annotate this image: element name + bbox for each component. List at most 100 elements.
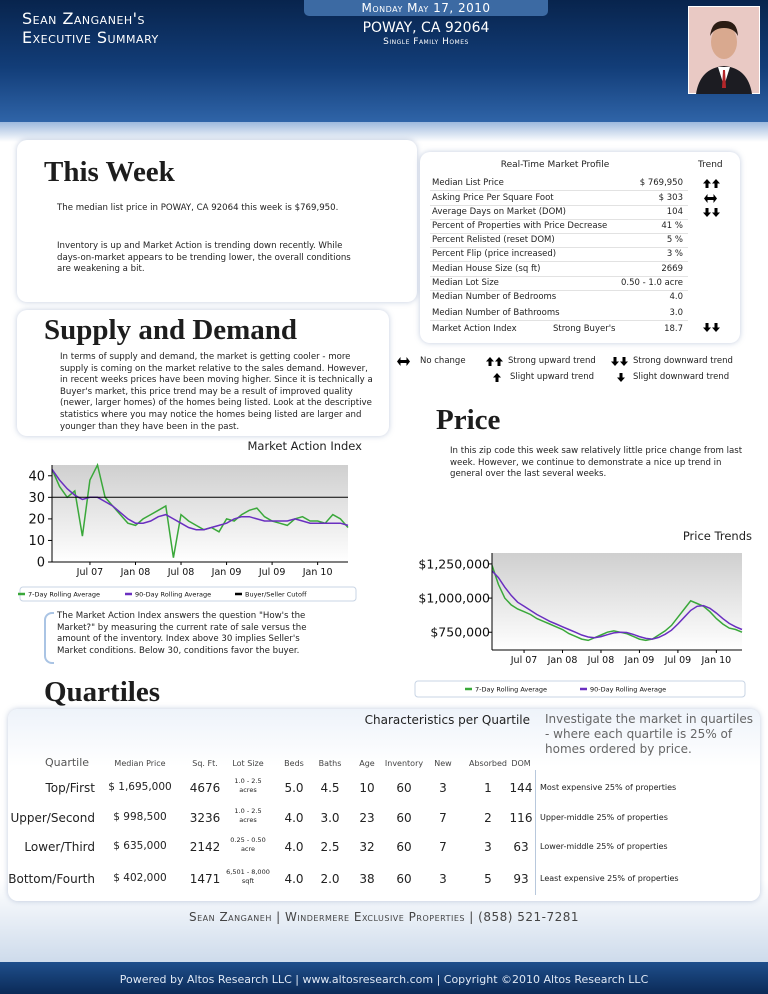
- quartile-chart-title: Characteristics per Quartile: [364, 713, 530, 727]
- footer-powered: Powered by Altos Research LLC | www.alto…: [119, 973, 649, 986]
- quartile-description: Least expensive 25% of properties: [540, 874, 679, 883]
- column-header: Baths: [318, 759, 342, 768]
- column-header: Age: [359, 759, 375, 768]
- paragraph: In terms of supply and demand, the marke…: [60, 352, 373, 432]
- profile-label: Median Number of Bathrooms: [432, 308, 560, 318]
- column-header: Inventory: [384, 759, 424, 768]
- column-header: Quartile: [44, 756, 90, 769]
- row-rule: [430, 219, 688, 220]
- profile-value: 104: [666, 207, 683, 217]
- quartile-cell: 144: [509, 781, 533, 795]
- quartile-cell: 32: [359, 840, 375, 854]
- y-tick-label: 10: [28, 534, 45, 549]
- quartile-cell: 60: [396, 872, 412, 886]
- lot-size: 1.0 - 2.5 acres: [234, 777, 262, 794]
- x-tick-label: Jan 08: [547, 655, 578, 666]
- quartile-cell: 2142: [189, 840, 221, 854]
- quartile-description: Most expensive 25% of properties: [540, 783, 677, 792]
- row-rule: [430, 233, 688, 234]
- series-line: [51, 468, 349, 531]
- quartile-cell: 1471: [189, 872, 221, 886]
- quartile-cell: 4.5: [320, 781, 340, 795]
- plot-background: [52, 465, 348, 562]
- profile-title: Real-Time Market Profile: [500, 160, 610, 170]
- legend-label: 90-Day Rolling Average: [590, 686, 666, 694]
- quartile-cell: 4.0: [284, 811, 304, 825]
- x-tick-label: Jul 08: [587, 655, 615, 666]
- x-tick-label: Jul 07: [510, 655, 538, 666]
- quartile-cell: 3: [439, 781, 447, 795]
- lot-size: 6,501 - 8,000 sqft: [226, 868, 270, 885]
- profile-value: 3.0: [669, 308, 683, 318]
- quartile-cell: 3236: [189, 811, 221, 825]
- quartile-cell: 3.0: [320, 811, 340, 825]
- trend-legend: No change: [420, 356, 466, 366]
- header-date: Monday May 17, 2010: [361, 1, 491, 15]
- quartiles-panel: [8, 709, 760, 901]
- profile-value: 4.0: [669, 292, 683, 302]
- quartile-cell: 60: [396, 781, 412, 795]
- x-tick-label: Jul 09: [664, 655, 692, 666]
- row-rule: [430, 261, 688, 262]
- agent-photo: [688, 6, 760, 94]
- y-tick-label: 0: [37, 556, 45, 571]
- brace: [44, 612, 54, 664]
- legend-label: 7-Day Rolling Average: [28, 591, 100, 599]
- quartile-cell: 7: [439, 840, 447, 854]
- quartile-cell: 116: [509, 811, 533, 825]
- quartile-cell: $ 1,695,000: [108, 781, 172, 793]
- profile-label: Asking Price Per Square Foot: [432, 193, 554, 203]
- y-tick-label: 30: [28, 491, 45, 506]
- legend-label: Buyer/Seller Cutoff: [245, 591, 307, 599]
- section-title: Quartiles: [44, 676, 160, 708]
- series-line: [491, 565, 743, 642]
- x-tick-label: Jul 08: [167, 567, 195, 578]
- date-tab: [304, 0, 548, 16]
- column-header: Beds: [284, 759, 304, 768]
- row-rule: [430, 276, 688, 277]
- row-rule: [430, 320, 688, 321]
- column-header: Sq. Ft.: [192, 759, 218, 768]
- quartile-name: Lower/Third: [24, 840, 95, 854]
- price-panel: [424, 396, 758, 498]
- paragraph: In this zip code this week saw relativel…: [450, 446, 743, 480]
- column-header: Lot Size: [232, 759, 264, 768]
- quartile-cell: 60: [396, 840, 412, 854]
- y-tick-label: 40: [28, 469, 45, 484]
- quartile-name: Bottom/Fourth: [8, 872, 95, 886]
- quartile-cell: 4.0: [284, 872, 304, 886]
- quartile-cell: 63: [513, 840, 529, 854]
- section-title: This Week: [44, 156, 175, 188]
- row-rule: [430, 205, 688, 206]
- quartile-cell: 4676: [189, 781, 221, 795]
- x-tick-label: Jan 10: [700, 655, 731, 666]
- quartile-cell: $ 998,500: [113, 811, 167, 823]
- quartile-name: Top/First: [45, 781, 95, 795]
- footer-contact: Sean Zanganeh | Windermere Exclusive Pro…: [189, 910, 579, 924]
- lot-size: 1.0 - 2.5 acres: [234, 807, 262, 824]
- quartile-cell: 23: [359, 811, 375, 825]
- trend-legend: Strong downward trend: [633, 356, 733, 366]
- profile-label: Average Days on Market (DOM): [432, 207, 566, 217]
- quartile-cell: 2.0: [320, 872, 340, 886]
- profile-value: 5 %: [666, 235, 683, 245]
- quartile-description: Lower-middle 25% of properties: [540, 842, 668, 851]
- footer-band: [0, 962, 768, 994]
- profile-value: $ 769,950: [639, 178, 683, 188]
- profile-label: Percent Relisted (reset DOM): [432, 235, 555, 245]
- plot-background: [492, 553, 742, 650]
- profile-label: Median Lot Size: [432, 278, 499, 288]
- chart-title: Market Action Index: [247, 439, 362, 453]
- x-tick-label: Jan 10: [302, 567, 333, 578]
- trend-header: Trend: [698, 160, 723, 170]
- trend-legend: Slight upward trend: [510, 372, 594, 382]
- section-title: Supply and Demand: [44, 314, 298, 346]
- quartile-cell: 3: [484, 840, 492, 854]
- legend-label: 90-Day Rolling Average: [135, 591, 211, 599]
- column-header: Absorbed: [469, 759, 507, 768]
- column-divider: [535, 770, 536, 895]
- profile-value: $ 303: [658, 193, 683, 203]
- quartile-cell: 60: [396, 811, 412, 825]
